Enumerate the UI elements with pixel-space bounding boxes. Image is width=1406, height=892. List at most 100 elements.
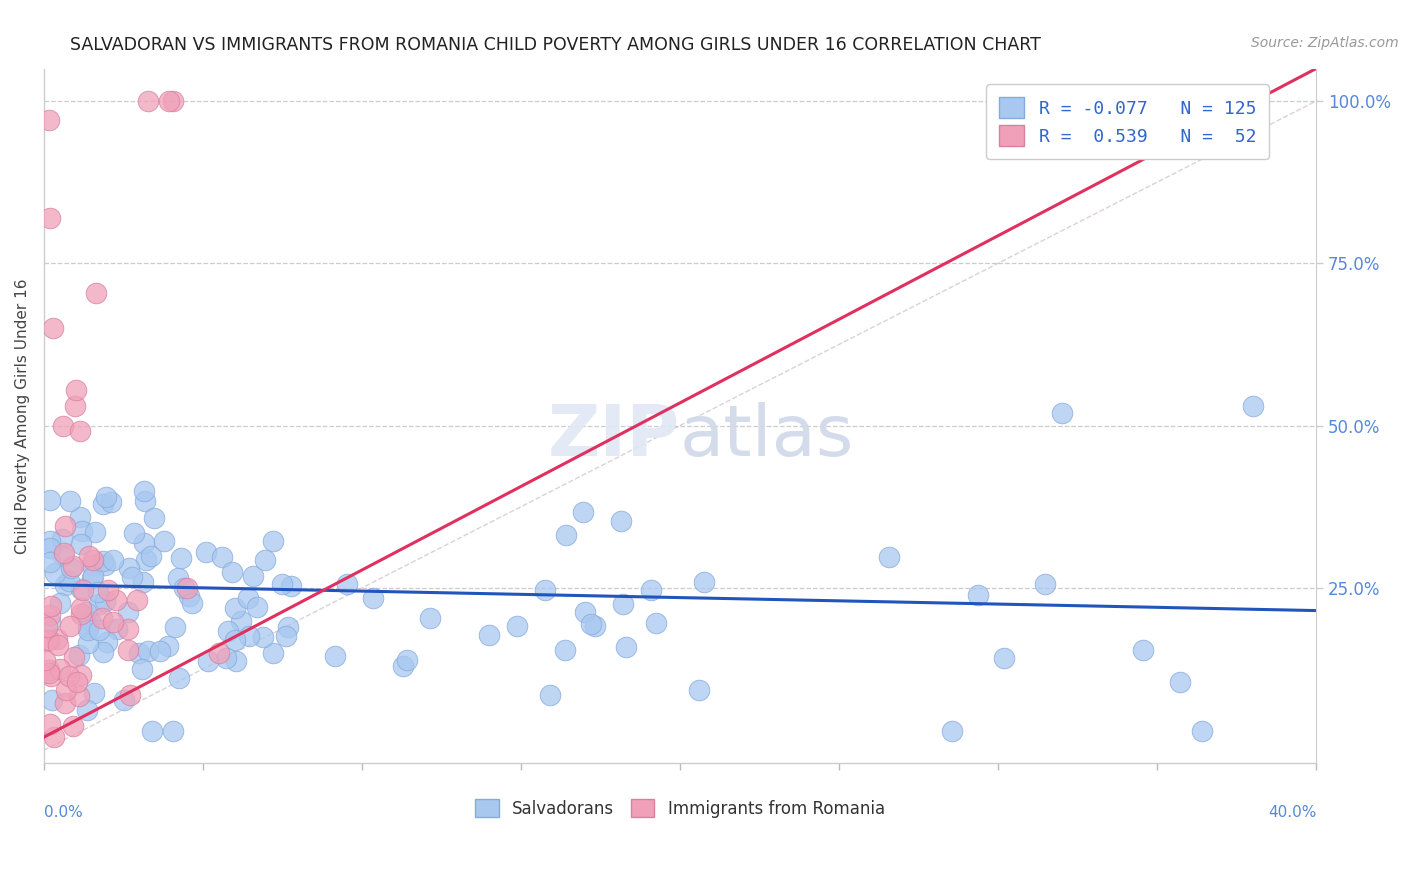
Point <box>277 620 299 634</box>
Point <box>224 601 246 615</box>
Point <box>136 643 159 657</box>
Point <box>65 399 87 413</box>
Point <box>91 497 114 511</box>
Legend: Salvadorans, Immigrants from Romania: Salvadorans, Immigrants from Romania <box>468 793 891 824</box>
Point <box>53 518 76 533</box>
Point <box>336 577 359 591</box>
Point <box>554 527 576 541</box>
Point <box>59 560 82 574</box>
Point <box>96 635 118 649</box>
Point <box>44 566 66 580</box>
Point <box>52 549 75 564</box>
Point <box>118 561 141 575</box>
Point <box>76 620 98 634</box>
Point <box>91 611 114 625</box>
Point <box>271 576 294 591</box>
Point <box>80 558 103 573</box>
Point <box>1191 723 1213 738</box>
Point <box>39 717 62 731</box>
Point <box>91 553 114 567</box>
Point <box>135 553 157 567</box>
Point <box>117 605 139 619</box>
Point <box>121 569 143 583</box>
Point <box>217 624 239 639</box>
Point <box>112 693 135 707</box>
Point <box>167 671 190 685</box>
Point <box>224 633 246 648</box>
Point <box>693 574 716 589</box>
Point <box>392 659 415 673</box>
Text: 40.0%: 40.0% <box>1268 805 1316 820</box>
Point <box>1033 577 1056 591</box>
Point <box>419 611 441 625</box>
Point <box>58 574 80 588</box>
Point <box>167 571 190 585</box>
Point <box>105 593 128 607</box>
Point <box>229 614 252 628</box>
Point <box>82 553 104 567</box>
Point <box>76 636 98 650</box>
Point <box>55 683 77 698</box>
Point <box>274 629 297 643</box>
Point <box>941 723 963 738</box>
Point <box>280 579 302 593</box>
Point <box>208 646 231 660</box>
Point <box>640 583 662 598</box>
Point <box>262 646 284 660</box>
Point <box>554 642 576 657</box>
Point <box>688 683 710 698</box>
Point <box>131 574 153 589</box>
Text: atlas: atlas <box>681 402 855 471</box>
Point <box>246 599 269 614</box>
Point <box>211 549 233 564</box>
Point <box>69 509 91 524</box>
Point <box>77 624 100 638</box>
Point <box>70 601 93 615</box>
Point <box>94 594 117 608</box>
Point <box>42 730 65 744</box>
Point <box>84 525 107 540</box>
Point <box>143 511 166 525</box>
Point <box>96 490 118 504</box>
Point <box>138 94 160 108</box>
Point <box>170 550 193 565</box>
Text: Source: ZipAtlas.com: Source: ZipAtlas.com <box>1251 36 1399 50</box>
Point <box>65 675 87 690</box>
Point <box>242 569 264 583</box>
Point <box>39 599 62 614</box>
Y-axis label: Child Poverty Among Girls Under 16: Child Poverty Among Girls Under 16 <box>15 278 30 554</box>
Point <box>87 623 110 637</box>
Point <box>62 559 84 574</box>
Point <box>134 494 156 508</box>
Point <box>583 619 606 633</box>
Text: SALVADORAN VS IMMIGRANTS FROM ROMANIA CHILD POVERTY AMONG GIRLS UNDER 16 CORRELA: SALVADORAN VS IMMIGRANTS FROM ROMANIA CH… <box>70 36 1042 54</box>
Point <box>877 550 900 565</box>
Point <box>173 581 195 595</box>
Point <box>105 622 128 636</box>
Point <box>197 655 219 669</box>
Point <box>38 666 60 681</box>
Point <box>101 553 124 567</box>
Point <box>120 688 142 702</box>
Point <box>125 592 148 607</box>
Point <box>181 596 204 610</box>
Point <box>97 582 120 597</box>
Point <box>58 493 80 508</box>
Point <box>39 607 62 622</box>
Point <box>574 605 596 619</box>
Point <box>48 596 70 610</box>
Point <box>69 537 91 551</box>
Point <box>39 555 62 569</box>
Point <box>46 638 69 652</box>
Point <box>538 688 561 702</box>
Point <box>579 617 602 632</box>
Point <box>1132 643 1154 657</box>
Point <box>69 667 91 681</box>
Point <box>177 590 200 604</box>
Point <box>176 581 198 595</box>
Point <box>1050 406 1073 420</box>
Point <box>141 549 163 563</box>
Point <box>124 525 146 540</box>
Point <box>89 597 111 611</box>
Point <box>72 583 94 598</box>
